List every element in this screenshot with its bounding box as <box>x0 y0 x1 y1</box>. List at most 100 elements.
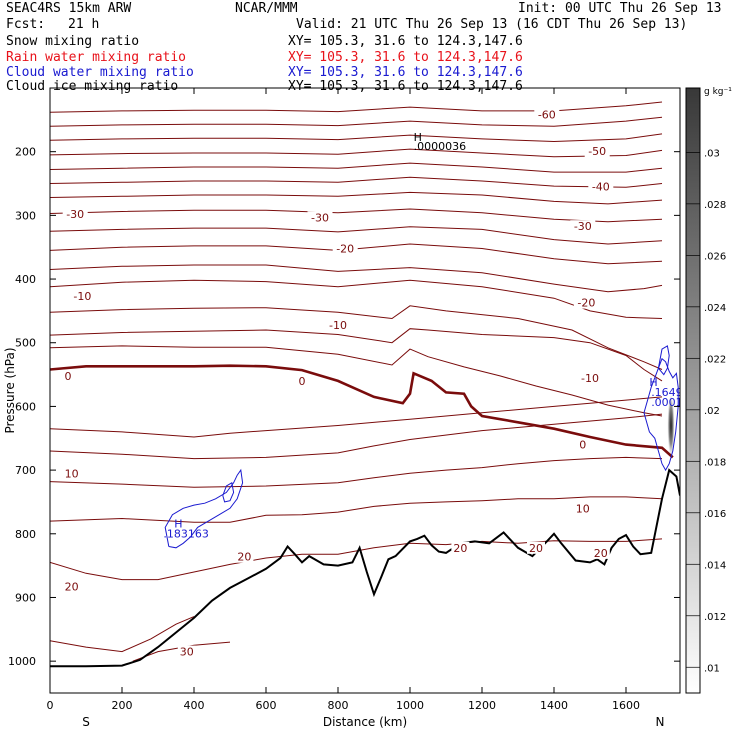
plot-frame <box>49 87 681 694</box>
cloud-water-contour <box>643 357 679 472</box>
y-tick-label: 500 <box>15 337 36 350</box>
init-label: Init: 00 UTC Thu 26 Sep 13 <box>518 1 722 16</box>
y-tick-label: 400 <box>15 273 36 286</box>
temperature-contour <box>50 305 663 370</box>
x-tick-label: 400 <box>184 699 205 712</box>
temperature-contour <box>50 191 663 205</box>
colorbar-tick-label: .012 <box>704 612 726 623</box>
temperature-contour <box>50 328 663 382</box>
contour-label: -20 <box>336 242 354 255</box>
temperature-contour <box>50 538 663 581</box>
y-tick-label: 300 <box>15 209 36 222</box>
y-tick-label: 800 <box>15 528 36 541</box>
south-label: S <box>82 715 90 729</box>
field-rain-xy: XY= 105.3, 31.6 to 124.3,147.6 <box>288 50 523 65</box>
contour-label: -10 <box>329 319 347 332</box>
temperature-contour <box>50 264 663 293</box>
contour-label: -30 <box>311 211 329 224</box>
x-tick-label: 800 <box>328 699 349 712</box>
contour-label: 20 <box>529 542 543 555</box>
colorbar-tick-label: .01 <box>704 663 720 674</box>
org-label: NCAR/MMM <box>235 1 298 16</box>
y-tick-label: 1000 <box>8 655 36 668</box>
extremum-annotation: H <box>414 131 422 144</box>
colorbar-tick-label: .028 <box>704 200 726 211</box>
temperature-contour <box>50 133 663 143</box>
field-cloudwater-name: Cloud water mixing ratio <box>6 65 194 80</box>
colorbar-tick-label: .014 <box>704 560 726 571</box>
contour-label: 20 <box>65 581 79 594</box>
terrain-line <box>50 468 680 668</box>
x-tick-label: 0 <box>47 699 54 712</box>
temperature-contour <box>50 208 663 223</box>
x-axis-label: Distance (km) <box>323 715 407 729</box>
contour-label: 20 <box>237 551 251 564</box>
colorbar-tick-label: .02 <box>704 406 720 417</box>
extremum-annotation: .164971 <box>651 386 697 399</box>
contour-label: -40 <box>592 181 610 194</box>
temperature-contour <box>50 279 663 319</box>
field-cloudice-name: Cloud ice mixing ratio <box>6 79 179 94</box>
contour-label: -30 <box>66 208 84 221</box>
temperature-contour <box>50 148 663 158</box>
contour-label: -10 <box>581 372 599 385</box>
temperature-contour <box>50 226 663 245</box>
temperature-contour <box>50 345 663 417</box>
colorbar-tick-label: .022 <box>704 354 726 365</box>
cloud-water-contour <box>657 345 670 376</box>
mixing-ratio-shading <box>667 393 675 458</box>
contour-label: -30 <box>574 220 592 233</box>
colorbar-tick-label: .024 <box>704 303 726 314</box>
x-tick-label: 1400 <box>540 699 568 712</box>
contour-label: 20 <box>453 542 467 555</box>
contour-label: 0 <box>65 370 72 383</box>
x-tick-label: 1200 <box>468 699 496 712</box>
contour-label: -60 <box>538 109 556 122</box>
cloud-water-contour <box>164 468 244 549</box>
north-label: N <box>656 715 665 729</box>
y-tick-label: 900 <box>15 591 36 604</box>
extremum-annotation: .000138 <box>651 396 697 409</box>
y-tick-label: 600 <box>15 400 36 413</box>
temperature-contour <box>50 396 663 438</box>
temperature-contour <box>50 413 663 460</box>
x-tick-label: 200 <box>112 699 133 712</box>
fcst-value: 21 h <box>68 17 100 32</box>
field-snow-xy: XY= 105.3, 31.6 to 124.3,147.6 <box>288 34 523 49</box>
temperature-contour <box>50 176 663 188</box>
x-tick-label: 1000 <box>396 699 424 712</box>
temperature-contour <box>50 456 663 488</box>
colorbar-unit: g kg⁻¹ <box>704 87 732 97</box>
temperature-contour <box>50 101 663 113</box>
fcst-label: Fcst: <box>6 17 46 32</box>
x-tick-label: 1600 <box>612 699 640 712</box>
contour-label: -50 <box>588 145 606 158</box>
y-tick-label: 700 <box>15 464 36 477</box>
extremum-annotation: .183163 <box>163 528 209 541</box>
contour-label: 20 <box>594 547 608 560</box>
contour-label: 0 <box>299 375 306 388</box>
temperature-contour <box>50 364 674 459</box>
temperature-contour <box>50 243 663 265</box>
contour-label: -10 <box>73 290 91 303</box>
temperature-contour <box>50 496 663 523</box>
field-snow-name: Snow mixing ratio <box>6 34 140 49</box>
cloud-water-contour <box>222 482 235 503</box>
contour-label: 30 <box>180 646 194 659</box>
contour-label: 10 <box>576 502 590 515</box>
x-tick-label: 600 <box>256 699 277 712</box>
contour-label: 10 <box>65 467 79 480</box>
valid-label: Valid: 21 UTC Thu 26 Sep 13 (16 CDT Thu … <box>296 17 688 32</box>
field-cloudwater-xy: XY= 105.3, 31.6 to 124.3,147.6 <box>288 65 523 80</box>
colorbar-tick-label: .016 <box>704 509 726 520</box>
colorbar-tick-label: .03 <box>704 148 720 159</box>
field-rain-name: Rain water mixing ratio <box>6 50 187 65</box>
extremum-annotation: H <box>174 517 182 530</box>
extremum-annotation: H <box>649 376 657 389</box>
colorbar <box>685 87 701 694</box>
colorbar-tick-label: .018 <box>704 457 726 468</box>
temperature-contour <box>50 116 663 127</box>
contour-label: -20 <box>577 297 595 310</box>
field-cloudice-xy: XY= 105.3, 31.6 to 124.3,147.6 <box>288 79 523 94</box>
